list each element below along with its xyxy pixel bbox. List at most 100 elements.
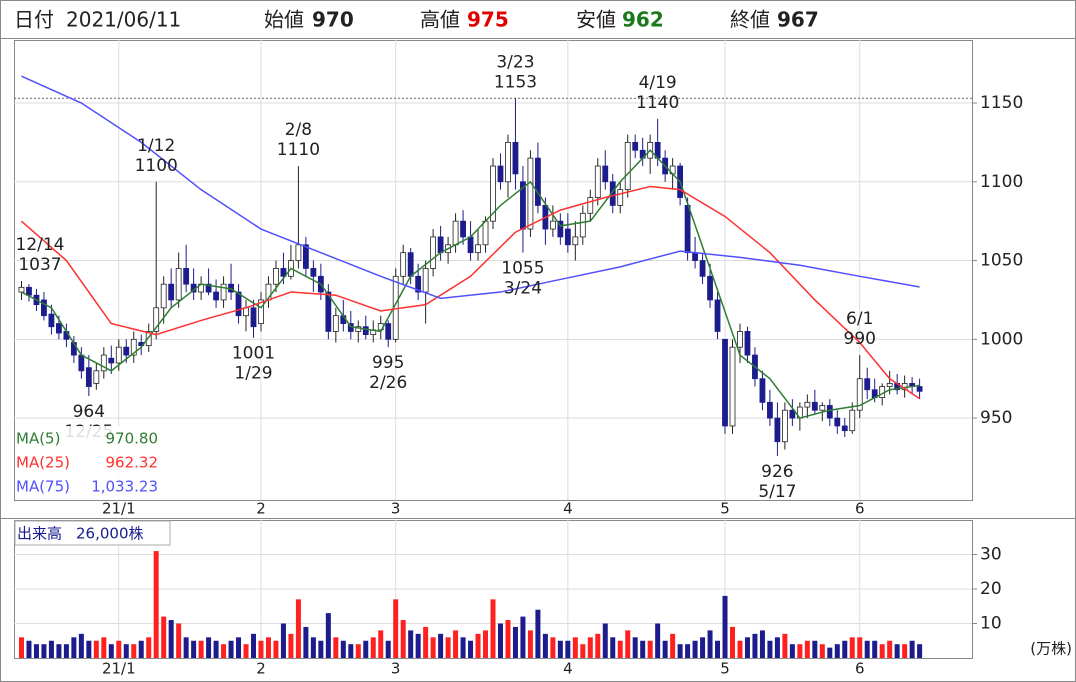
volume-bar <box>730 626 735 658</box>
candle-body <box>834 417 841 427</box>
volume-bar <box>206 637 212 658</box>
ma-line <box>21 75 920 300</box>
volume-bar <box>273 640 279 658</box>
candle-body <box>505 141 511 183</box>
volume-bar <box>789 644 795 658</box>
volume-bar <box>146 637 152 658</box>
y-tick-label: 1050 <box>980 251 1023 271</box>
volume-bar <box>595 633 601 658</box>
volume-bar <box>692 640 698 658</box>
y-tick-label: 20 <box>980 579 1002 599</box>
volume-title: 出来高 <box>17 525 62 543</box>
candle-body <box>295 244 302 261</box>
candle-body <box>153 307 160 332</box>
volume-bar <box>108 644 114 658</box>
volume-bar <box>677 644 683 658</box>
volume-bar <box>782 633 788 658</box>
candle-body <box>819 405 826 411</box>
candle-body <box>437 236 444 254</box>
candle-body <box>41 299 47 317</box>
volume-bar <box>438 633 444 658</box>
volume-bar <box>93 640 99 658</box>
candle-body <box>744 331 751 356</box>
volume-bar <box>191 640 197 658</box>
volume-bar <box>512 626 518 658</box>
volume-unit: (万株) <box>1030 640 1072 658</box>
volume-bar <box>123 644 129 658</box>
volume-bar <box>86 640 92 658</box>
volume-bar <box>363 640 369 658</box>
volume-bar <box>580 644 586 658</box>
high: 975 <box>467 8 509 32</box>
candle-body <box>415 275 422 293</box>
candle-body <box>549 220 556 230</box>
candle-body <box>849 409 856 432</box>
volume-bar <box>78 633 84 658</box>
candle-body <box>475 244 481 254</box>
volume-bar <box>26 640 32 658</box>
volume-bar <box>48 640 54 658</box>
y-tick-label: 1150 <box>980 93 1023 113</box>
volume-bar <box>632 637 638 658</box>
volume-bar <box>355 644 361 658</box>
volume-bar <box>722 595 728 658</box>
annotation-date: 12/14 <box>16 235 65 255</box>
volume-label-box <box>14 520 171 546</box>
close-label: 終値 <box>730 8 770 32</box>
volume-bar <box>827 647 833 658</box>
volume-bar <box>662 640 668 658</box>
annotation-date: 3/23 <box>496 52 534 72</box>
annotation-date: 2/26 <box>369 373 407 393</box>
candle-body <box>594 165 601 198</box>
volume-bar <box>715 640 721 658</box>
candle-body <box>737 331 743 348</box>
candle-body <box>280 268 287 277</box>
candle-body <box>302 244 309 269</box>
annotation-date: 3/24 <box>504 279 542 299</box>
x-tick-label: 2 <box>256 500 266 518</box>
x-tick-label: 21/1 <box>102 500 136 518</box>
volume-bar <box>887 640 893 658</box>
volume-bar <box>774 637 780 658</box>
volume-bar <box>168 620 174 658</box>
volume-bar <box>864 640 870 658</box>
volume-bar <box>744 637 750 658</box>
candle-body <box>93 370 100 384</box>
candle-body <box>56 323 62 334</box>
candle-body <box>18 286 25 293</box>
candle-body <box>48 313 55 328</box>
volume-bar <box>63 644 69 658</box>
annotation-value: 1140 <box>636 93 679 113</box>
volume-subtitle: 26,000株 <box>76 525 144 543</box>
annotation-value: 926 <box>761 462 793 482</box>
volume-bar <box>737 640 743 658</box>
volume-bar <box>625 630 631 658</box>
legend-name: MA(5) <box>16 430 60 448</box>
candle-body <box>258 299 264 324</box>
candle-body <box>362 326 369 335</box>
open-label: 始値 <box>264 8 304 32</box>
volume-bar <box>819 644 825 658</box>
volume-bar <box>303 626 309 658</box>
volume-bar <box>251 633 256 658</box>
volume-bar <box>385 640 391 658</box>
annotation-date: 5/17 <box>758 482 796 502</box>
volume-bar <box>280 623 286 658</box>
volume-bar <box>393 599 399 658</box>
volume-bar <box>872 640 878 658</box>
volume-bar <box>116 640 122 658</box>
volume-bar <box>804 640 810 658</box>
candle-body <box>632 141 639 151</box>
volume-bar <box>505 620 511 658</box>
volume-bar <box>752 633 758 658</box>
low: 962 <box>622 8 664 32</box>
candle-body <box>826 405 833 419</box>
volume-bar <box>550 637 556 658</box>
candle-body <box>759 378 766 403</box>
volume-bar <box>542 633 548 658</box>
volume-bar <box>527 630 533 658</box>
volume-bar <box>587 637 593 658</box>
volume-bar <box>879 644 885 658</box>
candle-body <box>205 283 212 293</box>
candle-body <box>767 401 773 419</box>
